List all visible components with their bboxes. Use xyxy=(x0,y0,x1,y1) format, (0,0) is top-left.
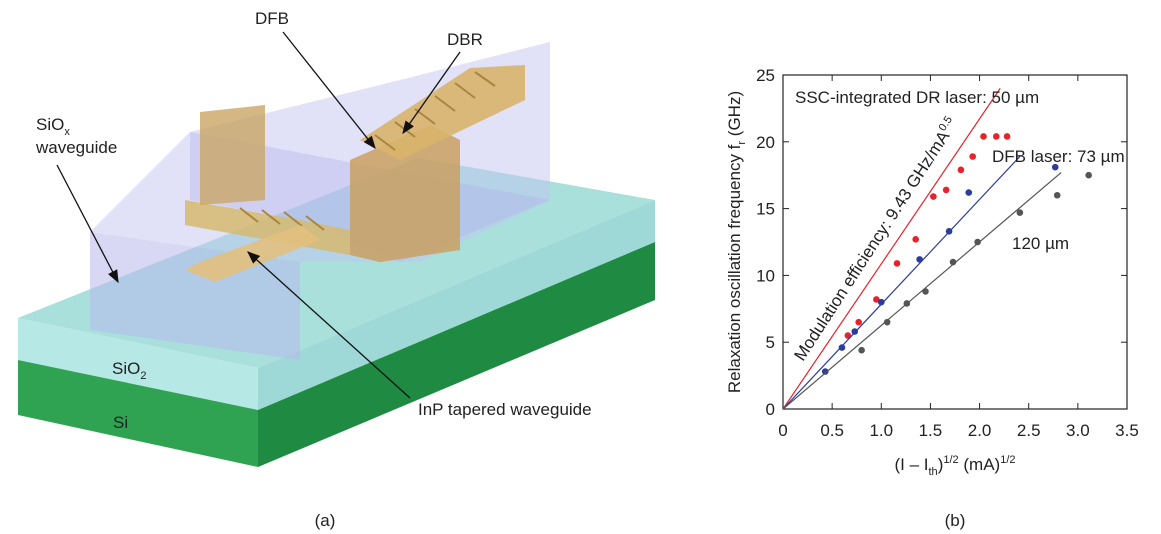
y-tick-label: 10 xyxy=(756,266,775,285)
data-point xyxy=(878,299,885,306)
data-point xyxy=(1004,133,1011,140)
series-label: 120 µm xyxy=(1012,234,1069,253)
annotation-part: Modulation efficiency: 9.43 GHz/mA xyxy=(790,127,953,364)
y-tick-label: 20 xyxy=(756,133,775,152)
data-point xyxy=(958,167,965,174)
label-siox-part: x xyxy=(64,126,70,138)
x-axis-label-part: th xyxy=(929,466,938,478)
data-point xyxy=(851,328,858,335)
y-tick-label: 5 xyxy=(766,333,775,352)
x-axis-label: (I – Ith)1/2 (mA)1/2 xyxy=(894,454,1015,478)
caption: (a) xyxy=(315,511,336,530)
x-axis-label-part: (I – I xyxy=(894,455,928,474)
caption: (b) xyxy=(945,511,966,530)
x-tick-label: 1.5 xyxy=(919,421,943,440)
data-point xyxy=(839,344,846,351)
data-point xyxy=(855,319,862,326)
data-point xyxy=(965,189,972,196)
label-sio2-part: SiO xyxy=(112,359,140,378)
x-tick-label: 2.0 xyxy=(968,421,992,440)
figure: DFBDBRSiOxwaveguideSiO2SiInP tapered wav… xyxy=(0,0,1161,534)
data-point xyxy=(930,193,937,200)
label-siox: SiOx xyxy=(36,115,70,138)
y-axis-label-part: (GHz) xyxy=(725,91,744,141)
fit-line xyxy=(783,88,1000,409)
x-tick-label: 3.0 xyxy=(1066,421,1090,440)
data-point xyxy=(1017,209,1024,216)
x-tick-label: 2.5 xyxy=(1017,421,1041,440)
label-si: Si xyxy=(113,413,128,432)
data-point xyxy=(1054,192,1061,199)
data-point xyxy=(974,239,981,246)
plot-frame xyxy=(783,75,1127,409)
data-point xyxy=(1085,172,1092,179)
data-point xyxy=(894,260,901,267)
x-tick-label: 1.0 xyxy=(869,421,893,440)
x-axis-label-part: 1/2 xyxy=(1000,454,1015,466)
x-axis-label-part: 1/2 xyxy=(943,454,958,466)
data-point xyxy=(858,347,865,354)
label-dfb: DFB xyxy=(255,9,289,28)
fit-line xyxy=(783,173,1061,409)
series-label: SSC-integrated DR laser: 50 µm xyxy=(795,88,1039,107)
data-point xyxy=(993,133,1000,140)
label-waveguide: waveguide xyxy=(35,138,117,157)
y-tick-label: 0 xyxy=(766,400,775,419)
label-inp: InP tapered waveguide xyxy=(418,400,592,419)
y-tick-label: 25 xyxy=(756,66,775,85)
label-dbr: DBR xyxy=(447,30,483,49)
y-tick-label: 15 xyxy=(756,200,775,219)
data-point xyxy=(916,256,923,263)
x-tick-label: 0 xyxy=(778,421,787,440)
x-tick-label: 3.5 xyxy=(1115,421,1139,440)
y-axis-label: Relaxation oscillation frequency fr (GHz… xyxy=(725,91,748,393)
annotation: Modulation efficiency: 9.43 GHz/mA0.5 xyxy=(790,114,962,364)
data-point xyxy=(950,259,957,266)
data-point xyxy=(969,153,976,160)
data-point xyxy=(904,300,911,307)
data-point xyxy=(922,288,929,295)
data-point xyxy=(943,187,950,194)
dfb-block xyxy=(200,105,265,205)
y-axis-label-part: Relaxation oscillation frequency f xyxy=(725,144,744,393)
x-axis-label-part: (mA) xyxy=(959,455,1001,474)
data-point xyxy=(912,236,919,243)
label-sio2-part: 2 xyxy=(140,370,146,382)
series-label: DFB laser: 73 µm xyxy=(992,147,1125,166)
x-tick-label: 0.5 xyxy=(820,421,844,440)
data-point xyxy=(884,319,891,326)
label-siox-part: SiO xyxy=(36,115,64,134)
data-point xyxy=(980,133,987,140)
data-point xyxy=(946,228,953,235)
